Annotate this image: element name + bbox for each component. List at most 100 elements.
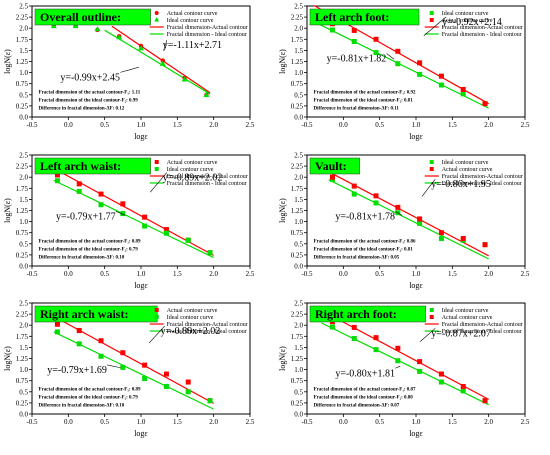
x-tick-label: 2.5 [246, 270, 255, 278]
fractal-dimension-note: Difference in fractal dimension-ΔF: 0.10 [39, 404, 125, 409]
equation-arrow [386, 53, 395, 60]
fit-equation: y=-1.11x+2.71 [163, 40, 222, 51]
fit-equation: y=-0.81x+1.82 [327, 54, 387, 65]
data-point [351, 191, 357, 197]
y-tick-label: 0.0 [19, 263, 28, 271]
data-point [163, 230, 169, 236]
x-axis-label: logε [409, 281, 423, 290]
x-tick-label: -0.5 [301, 418, 313, 426]
fit-equation: y=-0.79x+1.77 [56, 211, 116, 222]
data-point [98, 202, 104, 208]
data-point [438, 230, 444, 236]
panel-title-badge [34, 305, 158, 323]
y-tick-label: 0.5 [19, 240, 28, 248]
legend-label: Fractal dimension-Actual contour [442, 322, 523, 328]
y-tick-label: 0.25 [16, 399, 29, 407]
x-tick-label: 2.5 [521, 121, 530, 129]
data-point [142, 223, 148, 229]
legend-label: Fractal dimension-Actual contour [442, 174, 523, 180]
y-tick-label: 1.25 [16, 355, 29, 363]
x-tick-label: 0.0 [339, 270, 348, 278]
x-tick-label: 1.5 [173, 270, 182, 278]
x-tick-label: 1.0 [137, 270, 146, 278]
data-point [438, 73, 444, 79]
legend-marker [429, 308, 434, 312]
legend-label: Fractal dimension-Actual contour [167, 174, 248, 180]
fit-equation: y=-0.92x+2.14 [442, 17, 502, 28]
x-tick-label: 1.0 [137, 121, 146, 129]
data-point [207, 250, 213, 256]
panel-title-badge [34, 8, 151, 26]
fit-equation: y=-0.89x+2.02 [161, 326, 221, 337]
data-point [76, 341, 82, 347]
fractal-dimension-note: Difference in fractal dimension-ΔF: 0.11 [314, 107, 400, 112]
x-axis-label: logε [409, 429, 423, 438]
x-tick-label: 2.5 [246, 121, 255, 129]
y-tick-label: 0.5 [294, 388, 303, 396]
x-tick-label: -0.5 [26, 121, 38, 129]
x-tick-label: 1.5 [448, 270, 457, 278]
y-tick-label: 2.0 [19, 25, 28, 33]
y-tick-label: 2.25 [291, 311, 304, 319]
legend-label: Fractal dimension - Ideal contour [167, 329, 247, 335]
y-tick-label: 2.0 [294, 25, 303, 33]
y-tick-label: 1.5 [294, 47, 303, 55]
data-point [438, 235, 444, 241]
y-tick-label: 2.5 [294, 152, 303, 160]
equation-arrow [150, 172, 168, 193]
data-point [54, 321, 60, 327]
legend-marker [154, 308, 159, 312]
legend-label: Fractal dimension - Ideal contour [442, 329, 522, 335]
data-point [482, 242, 488, 248]
fractal-dimension-note: Fractal dimension of the actual contour-… [39, 240, 141, 245]
x-tick-label: 0.0 [339, 121, 348, 129]
y-tick-label: 0.75 [291, 80, 304, 88]
y-tick-label: 1.0 [294, 69, 303, 77]
data-point [395, 345, 401, 351]
data-point [395, 48, 401, 54]
x-tick-label: 0.5 [100, 270, 109, 278]
fit-equation: y=-0.80x+1.81 [335, 368, 395, 379]
panel-title: Left arch foot: [315, 10, 389, 24]
fractal-dimension-note: Difference in fractal dimension-ΔF: 0.12 [39, 107, 125, 112]
y-tick-label: 2.25 [291, 14, 304, 22]
y-tick-label: 0.0 [294, 114, 303, 122]
x-tick-label: 0.5 [375, 121, 384, 129]
data-point [98, 338, 104, 344]
fractal-dimension-note: Fractal dimension of the ideal contour-F… [314, 99, 414, 104]
y-tick-label: 1.0 [294, 366, 303, 374]
legend-marker [429, 18, 434, 22]
y-tick-label: 1.25 [16, 58, 29, 66]
data-point [351, 324, 357, 330]
y-tick-label: 2.0 [294, 174, 303, 182]
data-point [460, 86, 466, 92]
y-tick-label: 0.25 [291, 399, 304, 407]
data-point [438, 371, 444, 377]
y-tick-label: 1.75 [291, 36, 304, 44]
data-point [373, 347, 379, 353]
data-point [351, 183, 357, 189]
y-tick-label: 1.5 [19, 344, 28, 352]
data-point [120, 211, 126, 217]
legend-label: Ideal contour curve [167, 18, 214, 24]
data-point [438, 82, 444, 88]
panel-title: Right arch foot: [315, 307, 397, 321]
legend-label: Actual contour curve [167, 160, 218, 166]
chart-panel-3: -0.5 0.0 0.5 1.0 1.5 2.0 2.50.00.250.50.751.01… [3, 152, 255, 291]
y-tick-label: 1.5 [294, 344, 303, 352]
legend-label: Fractal dimension - Ideal contour [167, 32, 247, 38]
fractal-dimension-note: Fractal dimension of the ideal contour-F… [39, 99, 139, 104]
data-point [54, 178, 60, 184]
data-point [438, 379, 444, 385]
data-point [76, 328, 82, 334]
data-point [120, 201, 126, 207]
data-point [54, 329, 60, 335]
data-point [329, 324, 335, 330]
data-point [207, 398, 213, 404]
y-axis-label: logN(ε) [278, 198, 287, 223]
y-tick-label: 1.25 [291, 58, 304, 66]
fractal-dimension-note: Difference in fractal dimension-ΔF: 0.05 [314, 256, 400, 261]
data-point [417, 216, 423, 222]
fractal-dimension-note: Fractal dimension of the ideal contour-F… [39, 248, 139, 253]
